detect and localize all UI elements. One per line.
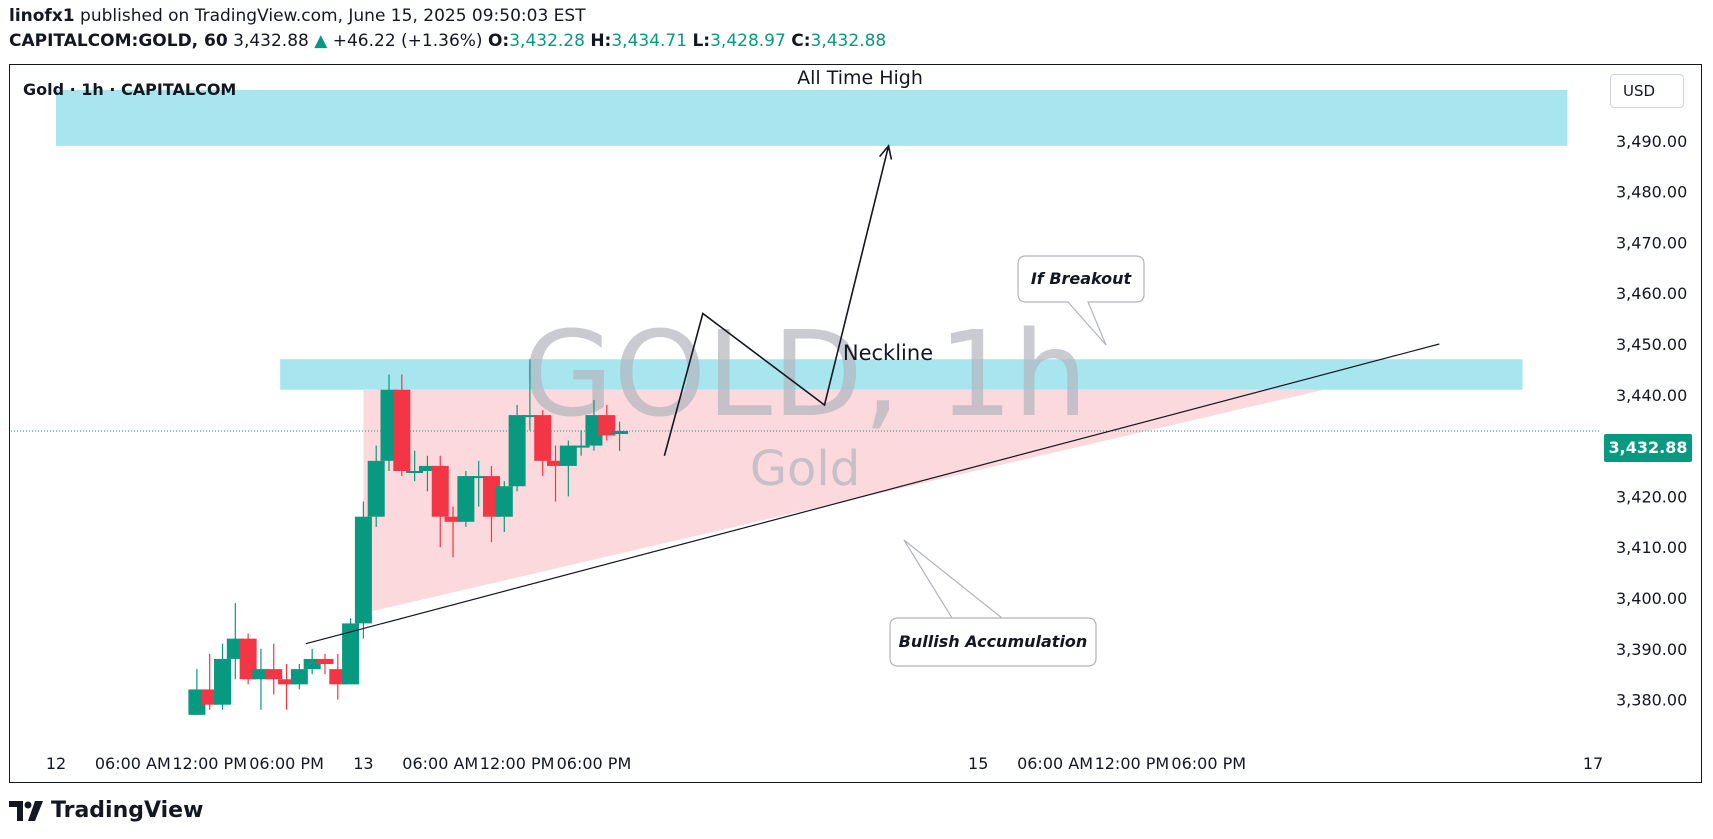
close-value: 3,432.88 [810,31,887,51]
y-tick-label: 3,440.00 [1616,386,1687,405]
brand-name: TradingView [51,798,204,823]
candle-body [611,430,629,435]
candle-body [393,389,411,471]
watermark-main: GOLD, 1h [522,305,1088,443]
candle-body [316,658,334,665]
candle-body [547,460,565,466]
neckline-label: Neckline [843,341,933,365]
projection-path [663,145,890,456]
bullish-accumulation-label: Bullish Accumulation [899,632,1088,651]
candle-body [380,389,398,461]
chart-frame [9,64,1702,783]
candle-body [457,476,475,522]
candle-body [559,445,577,466]
low-value: 3,428.97 [710,31,786,51]
low-label: L: [692,31,711,51]
candle-body [214,658,232,705]
if-breakout-label: If Breakout [1031,269,1133,288]
x-tick-label: 12:00 PM [1095,754,1170,773]
y-tick-label: 3,380.00 [1616,691,1687,710]
x-tick-label: 06:00 AM [1017,754,1093,773]
close-label: C: [791,31,811,51]
tradingview-logo-icon [9,800,43,821]
high-label: H: [590,31,612,51]
ohlc-header: CAPITALCOM:GOLD, 60 3,432.88 ▲ +46.22 (+… [9,31,886,51]
candle-body [508,415,526,487]
candle-body [367,460,385,517]
candle-body [329,669,347,685]
high-value: 3,434.71 [611,31,688,51]
open-value: 3,432.28 [509,31,585,51]
candle-body [534,415,552,461]
currency-button[interactable]: USD [1610,74,1684,108]
x-tick-label: 17 [1583,754,1603,773]
candle-body [444,516,462,522]
last-price-tag: 3,432.88 [1604,434,1692,462]
y-tick-label: 3,490.00 [1616,132,1687,151]
candle-body [482,476,500,517]
x-tick-label: 15 [968,754,988,773]
all-time-high-label: All Time High [797,67,923,89]
candle-body [431,465,449,517]
candle-body [585,415,603,446]
candle-body [342,623,360,685]
footer-brand: TradingView [9,798,203,823]
x-tick-label: 06:00 PM [249,754,324,773]
y-tick-label: 3,480.00 [1616,183,1687,202]
symbol-label: CAPITALCOM:GOLD, 60 [9,31,228,51]
if-breakout-callout [1017,255,1145,346]
candle-body [226,638,244,659]
y-tick-label: 3,460.00 [1616,284,1687,303]
published-text: published on TradingView.com, June 15, 2… [80,6,586,26]
candle-body [598,415,616,436]
open-label: O: [487,31,510,51]
watermark-sub: Gold [750,441,860,497]
x-tick-label: 06:00 PM [1171,754,1246,773]
x-tick-label: 12:00 PM [172,754,247,773]
y-tick-label: 3,400.00 [1616,589,1687,608]
candle-body [418,465,436,471]
candle-body [572,445,590,448]
candle-body [252,669,270,680]
candle-body [354,516,372,624]
last-price: 3,432.88 [233,31,309,51]
x-tick-label: 12:00 PM [480,754,555,773]
candle-body [406,471,424,473]
series-legend[interactable]: Gold · 1h · CAPITALCOM [23,80,237,99]
x-tick-label: 06:00 AM [95,754,171,773]
candle-body [495,486,513,517]
candle-body [521,415,539,418]
candle-body [201,689,219,705]
candle-body [239,638,257,680]
y-tick-label: 3,410.00 [1616,538,1687,557]
bullish-accumulation-callout [889,539,1097,667]
x-tick-label: 13 [353,754,373,773]
candle-body [303,658,321,670]
y-tick-label: 3,390.00 [1616,640,1687,659]
candle-body [278,679,296,685]
all-time-high-zone [56,90,1568,146]
change-arrow-icon: ▲ [314,31,328,51]
candle-body [188,689,206,715]
publish-info: linofx1 published on TradingView.com, Ju… [9,6,586,26]
x-tick-label: 12 [46,754,66,773]
trendline [305,343,1440,645]
arrow-head-icon [878,144,893,160]
candle-body [470,476,488,479]
y-tick-label: 3,420.00 [1616,487,1687,506]
y-tick-label: 3,450.00 [1616,335,1687,354]
candle-body [290,669,308,685]
change-value: +46.22 (+1.36%) [332,31,483,51]
x-tick-label: 06:00 PM [557,754,632,773]
neckline-zone [280,359,1523,390]
y-tick-label: 3,470.00 [1616,233,1687,252]
candle-body [265,669,283,680]
author-name[interactable]: linofx1 [9,6,75,26]
x-tick-label: 06:00 AM [402,754,478,773]
